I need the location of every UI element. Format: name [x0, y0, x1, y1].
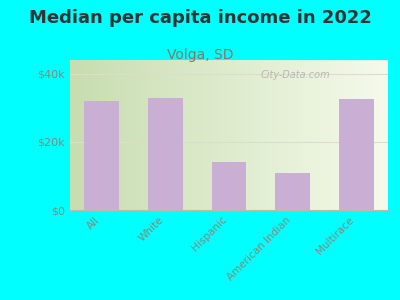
Bar	[84, 101, 119, 210]
Bar	[275, 172, 310, 210]
Bar	[339, 99, 374, 210]
Text: Volga, SD: Volga, SD	[167, 48, 233, 62]
Bar	[212, 162, 246, 210]
Text: Median per capita income in 2022: Median per capita income in 2022	[28, 9, 372, 27]
Text: City-Data.com: City-Data.com	[261, 70, 330, 80]
Bar	[148, 98, 183, 210]
